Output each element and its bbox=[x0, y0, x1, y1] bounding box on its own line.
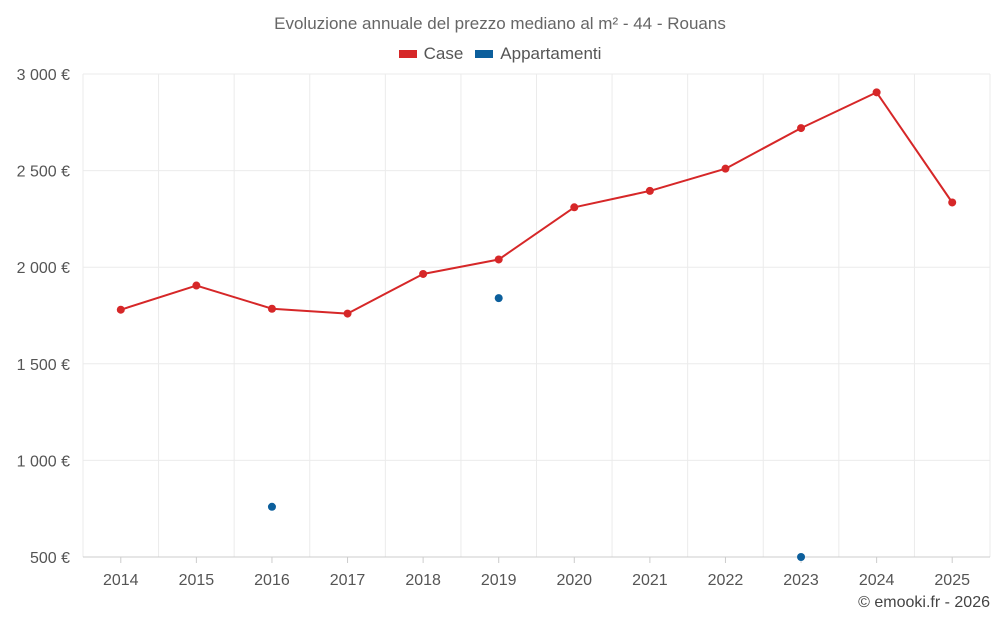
data-point-case bbox=[267, 304, 276, 313]
legend-item-appartamenti[interactable]: Appartamenti bbox=[475, 44, 601, 64]
x-tick-label: 2019 bbox=[481, 572, 517, 589]
x-tick-label: 2024 bbox=[859, 572, 895, 589]
data-point-case bbox=[570, 203, 579, 212]
legend-item-case[interactable]: Case bbox=[398, 44, 464, 64]
chart-title: Evoluzione annuale del prezzo mediano al… bbox=[274, 14, 726, 33]
legend-label-case: Case bbox=[423, 44, 464, 63]
copyright-credit: © emooki.fr - 2026 bbox=[858, 594, 990, 611]
data-point-case bbox=[872, 88, 881, 97]
data-point-appartamenti bbox=[267, 502, 276, 511]
data-point-case bbox=[645, 186, 654, 195]
x-tick-label: 2015 bbox=[179, 572, 215, 589]
x-tick-label: 2021 bbox=[632, 572, 668, 589]
x-tick-label: 2018 bbox=[405, 572, 441, 589]
legend-swatch-appartamenti bbox=[475, 50, 494, 58]
data-point-case bbox=[419, 269, 428, 278]
y-tick-label: 500 € bbox=[30, 550, 70, 567]
data-point-case bbox=[797, 124, 806, 133]
legend-swatch-case bbox=[398, 50, 417, 58]
x-tick-label: 2017 bbox=[330, 572, 366, 589]
series-line-case bbox=[120, 91, 954, 315]
x-tick-label: 2023 bbox=[783, 572, 819, 589]
data-point-appartamenti bbox=[494, 294, 503, 303]
data-point-appartamenti bbox=[797, 553, 806, 561]
legend: Case Appartamenti bbox=[0, 44, 1000, 64]
data-point-case bbox=[192, 281, 201, 290]
y-tick-label: 1 500 € bbox=[17, 357, 70, 374]
data-point-case bbox=[948, 198, 957, 207]
legend-label-appartamenti: Appartamenti bbox=[500, 44, 602, 63]
y-tick-label: 3 000 € bbox=[17, 67, 70, 84]
x-tick-label: 2020 bbox=[556, 572, 592, 589]
data-point-case bbox=[343, 309, 352, 318]
x-tick-label: 2016 bbox=[254, 572, 290, 589]
data-point-case bbox=[494, 255, 503, 264]
x-tick-label: 2025 bbox=[934, 572, 970, 589]
x-tick-label: 2022 bbox=[708, 572, 744, 589]
x-tick-label: 2014 bbox=[103, 572, 139, 589]
y-tick-label: 2 000 € bbox=[17, 260, 70, 277]
data-point-case bbox=[116, 305, 125, 314]
data-point-case bbox=[721, 164, 730, 173]
y-tick-label: 2 500 € bbox=[17, 164, 70, 181]
y-tick-label: 1 000 € bbox=[17, 453, 70, 470]
